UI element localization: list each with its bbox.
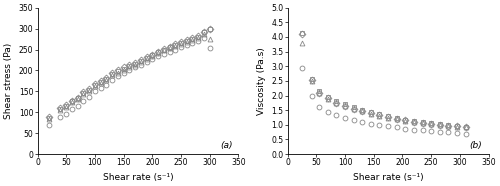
Text: (a): (a): [220, 141, 232, 150]
Y-axis label: Viscosity (Pa.s): Viscosity (Pa.s): [257, 47, 266, 115]
Y-axis label: Shear stress (Pa): Shear stress (Pa): [4, 43, 13, 119]
Text: (b): (b): [470, 141, 482, 150]
X-axis label: Shear rate (s⁻¹): Shear rate (s⁻¹): [102, 173, 174, 182]
X-axis label: Shear rate (s⁻¹): Shear rate (s⁻¹): [353, 173, 424, 182]
